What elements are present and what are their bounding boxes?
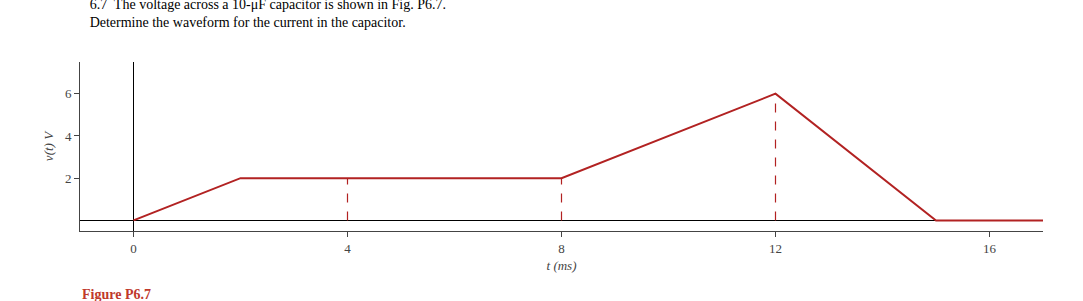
svg-text:12: 12 <box>769 241 782 256</box>
svg-text:4: 4 <box>65 128 72 143</box>
svg-text:0: 0 <box>130 241 137 256</box>
svg-text:8: 8 <box>558 241 565 256</box>
svg-text:Figure P6.7: Figure P6.7 <box>82 287 151 301</box>
svg-text:6.7 The voltage across a 10-μ: 6.7 The voltage across a 10-μF capacitor… <box>90 0 446 30</box>
svg-text:v(t) V: v(t) V <box>41 130 56 161</box>
svg-text:2: 2 <box>65 171 72 186</box>
svg-text:16: 16 <box>983 241 997 256</box>
svg-text:t (ms): t (ms) <box>547 258 577 273</box>
svg-text:4: 4 <box>344 241 351 256</box>
svg-text:6: 6 <box>65 86 72 101</box>
